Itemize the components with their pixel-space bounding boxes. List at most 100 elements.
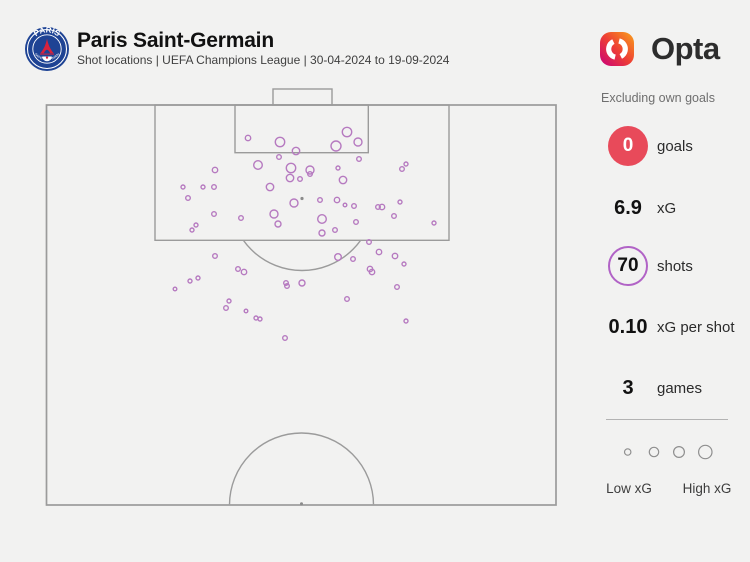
six-yard-box (234, 104, 370, 154)
cradle-icon (42, 56, 52, 62)
shot-marker (285, 173, 295, 183)
legend-labels: Low xG High xG (600, 481, 745, 499)
shot-marker (305, 165, 315, 175)
games-label: games (657, 379, 703, 397)
shot-marker (289, 198, 299, 208)
shot-marker (375, 203, 382, 210)
penalty-spot (300, 196, 304, 201)
shot-marker (375, 248, 383, 256)
shot-marker (431, 220, 437, 226)
shot-marker (351, 202, 358, 209)
shot-marker (330, 140, 342, 152)
shot-marker (368, 268, 376, 276)
shot-marker (350, 256, 357, 263)
centre-circle (228, 432, 375, 505)
shot-marker (257, 316, 263, 322)
shot-marker (335, 165, 341, 171)
shot-marker (366, 238, 373, 245)
goal-box (272, 88, 333, 106)
shot-marker (172, 286, 178, 292)
legend-circle-3 (672, 445, 685, 459)
shot-marker (187, 278, 193, 284)
shot-marker (317, 196, 324, 203)
page-subtitle: Shot locations | UEFA Champions League |… (77, 53, 450, 67)
shot-marker (298, 279, 306, 287)
psg-crest-logo: PARIS SAINT - GERMAIN (25, 27, 69, 71)
eiffel-tower-icon (40, 38, 54, 54)
xg-per-shot-label: xG per shot (657, 318, 735, 336)
shot-marker (332, 226, 339, 233)
shot-marker (211, 252, 218, 259)
shot-marker (317, 213, 328, 224)
shot-marker (252, 159, 263, 170)
shot-marker (356, 155, 363, 162)
shot-marker (180, 184, 186, 190)
stat-xg-per-shot: 0.10 xG per shot (600, 315, 748, 339)
penalty-arc (242, 240, 362, 272)
shot-marker (269, 209, 279, 219)
svg-text:PARIS: PARIS (32, 27, 62, 39)
shot-marker (403, 318, 409, 324)
stat-xg: 6.9 xG (600, 196, 748, 220)
legend-circle-2 (648, 446, 660, 458)
legend-low-label: Low xG (606, 481, 652, 496)
shot-marker (240, 268, 248, 276)
shot-marker (283, 280, 290, 287)
excluding-own-goals-note: Excluding own goals (601, 91, 715, 105)
shot-marker (333, 196, 341, 204)
shot-marker (307, 170, 314, 177)
penalty-area (154, 104, 450, 242)
legend-circle-1 (623, 448, 632, 456)
shot-marker (394, 284, 401, 291)
shot-marker (391, 212, 398, 219)
shot-marker (401, 261, 407, 267)
shot-marker (344, 296, 351, 303)
shot-marker (211, 166, 219, 174)
shot-marker (243, 308, 249, 314)
shot-marker (265, 182, 275, 192)
xg-label: xG (657, 199, 677, 217)
shot-marker (210, 210, 217, 217)
legend-high-label: High xG (682, 481, 732, 496)
shot-marker (378, 203, 386, 211)
xg-value: 6.9 (614, 196, 642, 219)
goals-label: goals (657, 137, 693, 155)
shot-marker (276, 153, 283, 160)
page-title: Paris Saint-Germain (77, 29, 274, 52)
xg-per-shot-value: 0.10 (608, 315, 648, 338)
shot-marker (334, 252, 343, 261)
shots-label: shots (657, 257, 693, 275)
centre-spot (300, 502, 303, 506)
stat-shots: 70 shots (600, 245, 748, 287)
shot-marker (353, 218, 360, 225)
shot-marker (291, 146, 301, 156)
shot-marker (353, 137, 363, 147)
shot-marker (282, 335, 289, 342)
shot-marker (342, 202, 348, 208)
games-value: 3 (622, 376, 634, 399)
shot-marker (391, 252, 399, 260)
legend-circle-4 (698, 444, 713, 460)
shot-marker (210, 183, 217, 190)
shot-marker (297, 175, 304, 182)
shot-marker (244, 134, 252, 142)
shot-marker (397, 199, 403, 205)
shot-marker (285, 162, 297, 174)
xg-size-legend (623, 444, 713, 460)
shot-marker (222, 305, 229, 312)
shot-marker (338, 175, 348, 185)
opta-logo-icon (600, 32, 634, 66)
shot-marker (341, 126, 353, 138)
shot-marker (284, 283, 291, 290)
crest-top-text: PARIS (32, 27, 62, 39)
shot-marker (237, 214, 244, 221)
shot-marker (234, 266, 241, 273)
legend-divider (606, 419, 728, 420)
shot-marker (195, 275, 201, 281)
stat-goals: 0 goals (600, 126, 748, 166)
shot-marker (399, 165, 406, 172)
pitch-outline (45, 104, 557, 506)
shot-marker (189, 227, 195, 233)
